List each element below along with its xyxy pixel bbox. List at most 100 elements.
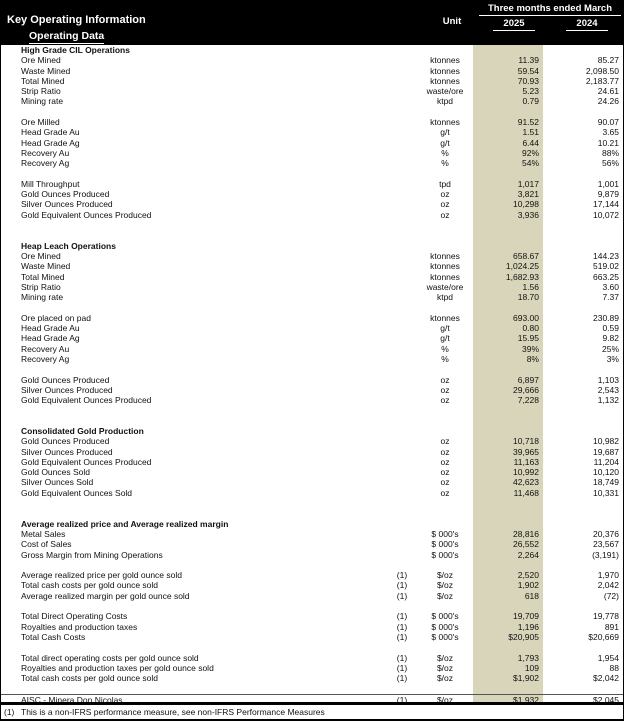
- row-unit: %: [441, 147, 449, 158]
- row-flag: [387, 302, 417, 312]
- row-flag: [387, 323, 417, 333]
- row-label: Silver Ounces Produced: [21, 446, 113, 457]
- row-value-2024: 519.02: [593, 261, 619, 272]
- row-unit: [417, 405, 473, 415]
- row-unit: ktonnes: [430, 117, 460, 128]
- row-unit: $ 000's: [431, 539, 459, 550]
- row-unit: tpd: [439, 178, 451, 189]
- row-value-2024: [543, 508, 623, 518]
- row-unit: [417, 107, 473, 117]
- row-value-2024: 0.59: [602, 323, 619, 334]
- blank-row: [1, 601, 623, 612]
- row-unit: %: [441, 353, 449, 364]
- row-value-2024: 85.27: [597, 55, 619, 66]
- row-value-2024: [543, 405, 623, 415]
- row-label: Mill Throughput: [21, 178, 80, 189]
- row-value-2024: 25%: [601, 343, 619, 354]
- page-title: Key Operating Information: [7, 14, 146, 26]
- row-label: Ore placed on pad: [21, 312, 91, 323]
- row-value-2025: 15.95: [473, 333, 543, 344]
- row-label: [1, 107, 387, 117]
- row-value-2025: 1,196: [473, 621, 543, 632]
- row-flag: [387, 683, 417, 693]
- page-subtitle: Operating Data: [29, 30, 105, 44]
- row-flag: [387, 385, 417, 395]
- row-value-2024: [543, 642, 623, 652]
- row-value-2025: [473, 642, 543, 653]
- row-value-2024: [543, 230, 623, 240]
- table-row: Mining rate ktpd 0.79 24.26: [1, 96, 623, 107]
- row-unit: oz: [440, 209, 450, 220]
- row-value-2024: 10,331: [593, 487, 619, 498]
- row-value-2024: [543, 519, 623, 529]
- row-value-2024: 663.25: [593, 271, 619, 282]
- row-value-2025: 5.23: [473, 86, 543, 97]
- row-flag: [387, 405, 417, 415]
- row-label: Gross Margin from Mining Operations: [21, 549, 163, 560]
- row-flag: [387, 601, 417, 611]
- row-flag: (1): [396, 621, 408, 632]
- row-label: Waste Mined: [21, 65, 71, 76]
- table-row: Gold Ounces Sold oz 10,992 10,120: [1, 467, 623, 478]
- row-label: Royalties and production taxes: [21, 621, 138, 632]
- row-value-2025: [473, 220, 543, 231]
- section-row: Heap Leach Operations: [1, 240, 623, 251]
- row-value-2024: (72): [603, 590, 619, 601]
- row-value-2025: 70.93: [473, 75, 543, 87]
- row-label: Average realized price and Average reali…: [21, 518, 229, 529]
- row-label: Silver Ounces Produced: [21, 384, 113, 395]
- row-label: Mining rate: [21, 292, 64, 303]
- table-row: Average realized price per gold ounce so…: [1, 570, 623, 581]
- table-row: Total Direct Operating Costs (1) $ 000's 19…: [1, 611, 623, 622]
- table-row: Ore Milled ktonnes 91.52 90.07: [1, 117, 623, 128]
- blank-row: [1, 364, 623, 375]
- row-flag: (1): [396, 694, 408, 705]
- row-flag: [387, 354, 417, 364]
- row-value-2024: [543, 683, 623, 693]
- table-row: Gold Equivalent Ounces Produced oz 3,936 10…: [1, 209, 623, 221]
- row-label: [1, 302, 387, 312]
- row-value-2024: [543, 601, 623, 611]
- row-value-2024: [543, 498, 623, 508]
- row-flag: [387, 127, 417, 137]
- row-value-2025: 3,821: [473, 189, 543, 200]
- row-value-2024: 3%: [606, 353, 619, 364]
- row-unit: [417, 426, 473, 436]
- row-value-2025: 1,024.25: [473, 261, 543, 272]
- row-unit: g/t: [440, 137, 450, 148]
- row-unit: $ 000's: [431, 631, 459, 642]
- row-flag: [387, 416, 417, 426]
- row-value-2025: 39%: [473, 343, 543, 354]
- row-value-2025: [473, 240, 543, 251]
- row-flag: (1): [396, 580, 408, 591]
- row-unit: $ 000's: [431, 621, 459, 632]
- row-flag: [387, 66, 417, 76]
- row-unit: oz: [440, 467, 450, 478]
- row-value-2025: [473, 364, 543, 375]
- row-unit: [417, 642, 473, 652]
- table-row: Total direct operating costs per gold ou…: [1, 652, 623, 663]
- row-value-2025: 1,017: [473, 178, 543, 190]
- row-label: [1, 560, 387, 570]
- row-flag: (1): [396, 590, 408, 601]
- row-flag: [387, 436, 417, 446]
- footnote-row: (1) This is a non-IFRS performance measu…: [1, 702, 623, 719]
- row-value-2025: 1,793: [473, 652, 543, 663]
- row-label: Total cash costs per gold ounce sold: [21, 580, 159, 591]
- row-value-2025: 658.67: [473, 250, 543, 262]
- row-value-2025: 54%: [473, 158, 543, 169]
- row-label: Royalties and production taxes per gold …: [21, 662, 214, 673]
- blank-row: [1, 415, 623, 426]
- row-value-2024: 2,042: [597, 580, 619, 591]
- row-label: Ore Mined: [21, 250, 61, 261]
- row-flag: [387, 45, 417, 55]
- table-row: Total cash costs per gold ounce sold (1) $…: [1, 673, 623, 684]
- row-unit: [417, 416, 473, 426]
- row-unit: g/t: [440, 333, 450, 344]
- row-value-2025: 11,468: [473, 487, 543, 499]
- row-unit: [417, 169, 473, 179]
- blank-row: [1, 498, 623, 509]
- row-value-2025: 1.51: [473, 127, 543, 138]
- row-value-2024: 1,103: [597, 374, 619, 385]
